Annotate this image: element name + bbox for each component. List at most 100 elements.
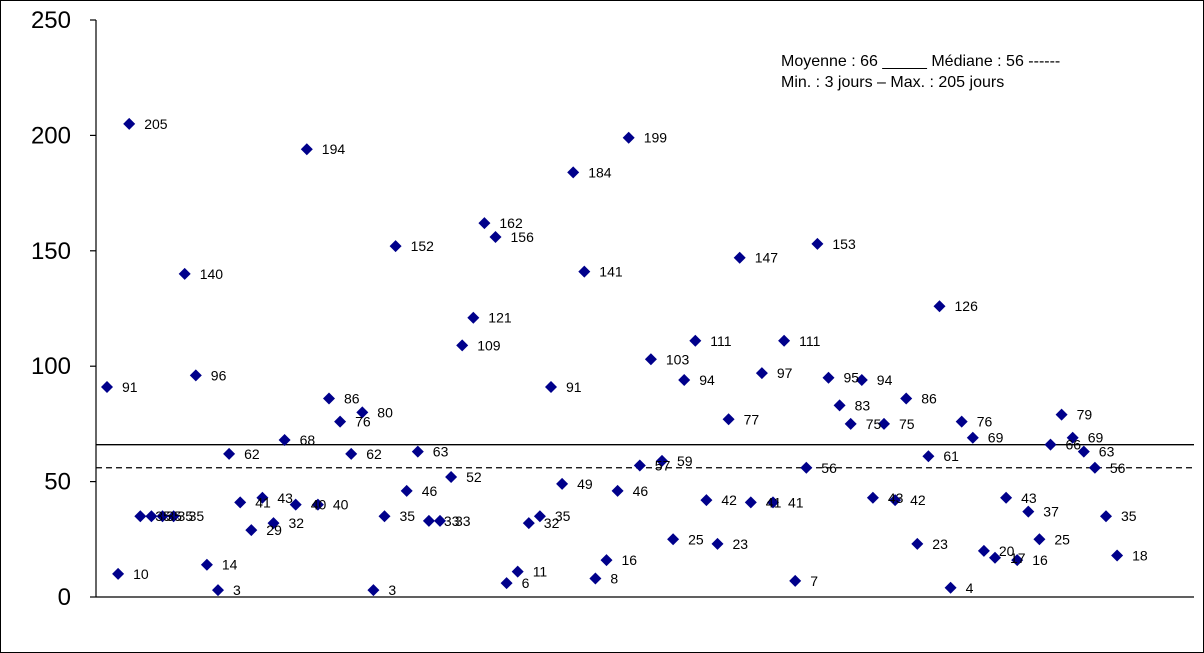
data-label: 69 <box>988 430 1004 446</box>
data-label: 43 <box>277 490 293 506</box>
data-point <box>700 494 713 507</box>
data-point <box>878 417 890 430</box>
data-label: 37 <box>1043 504 1059 520</box>
data-label: 41 <box>788 494 804 510</box>
data-label: 62 <box>244 446 260 462</box>
data-point <box>844 417 857 430</box>
data-label: 140 <box>200 266 224 282</box>
data-label: 35 <box>1121 508 1137 524</box>
data-label: 199 <box>644 130 668 146</box>
data-point <box>989 551 1001 564</box>
data-label: 68 <box>300 432 316 448</box>
data-point <box>622 131 635 144</box>
data-point <box>944 581 957 594</box>
y-tick-label: 200 <box>31 122 71 149</box>
data-point <box>1044 438 1057 451</box>
data-label: 46 <box>422 483 438 499</box>
data-point <box>822 371 835 384</box>
data-label: 10 <box>133 566 149 582</box>
data-point <box>1111 549 1124 562</box>
data-point <box>234 496 247 509</box>
data-point <box>911 537 924 550</box>
data-point <box>245 524 258 537</box>
data-point <box>434 514 446 527</box>
data-point <box>289 498 302 511</box>
data-label: 76 <box>355 414 371 430</box>
data-label: 8 <box>610 571 618 587</box>
data-label: 126 <box>955 298 979 314</box>
data-point <box>711 537 724 550</box>
data-label: 3 <box>233 582 241 598</box>
data-point <box>223 447 236 460</box>
data-label: 95 <box>844 370 860 386</box>
data-label: 7 <box>810 573 818 589</box>
data-label: 69 <box>1088 430 1104 446</box>
data-label: 109 <box>477 337 501 353</box>
data-label: 205 <box>144 116 168 132</box>
data-point <box>922 450 935 463</box>
data-label: 86 <box>344 391 360 407</box>
data-label: 16 <box>622 552 638 568</box>
data-label: 25 <box>1054 531 1070 547</box>
data-label: 156 <box>511 229 535 245</box>
data-point <box>667 533 680 546</box>
data-point <box>1011 554 1024 567</box>
data-point <box>855 374 868 387</box>
data-label: 75 <box>866 416 882 432</box>
data-point <box>156 510 169 523</box>
data-point <box>1066 431 1079 444</box>
data-label: 121 <box>488 310 512 326</box>
data-point <box>567 166 580 179</box>
data-point <box>456 339 469 352</box>
legend-line-stats: Moyenne : 66 _____ Médiane : 56 ------ <box>781 53 1061 70</box>
data-point <box>633 459 646 472</box>
data-points <box>101 117 1124 597</box>
y-tick-label: 50 <box>44 469 71 496</box>
data-label: 46 <box>633 483 649 499</box>
data-label: 49 <box>577 476 593 492</box>
data-point <box>600 554 613 567</box>
data-point <box>556 477 569 490</box>
data-label: 63 <box>1099 444 1115 460</box>
axes: 0 50 100 150 200 250 <box>31 7 1194 611</box>
data-label: 11 <box>533 564 548 580</box>
data-point <box>167 510 180 523</box>
data-point <box>545 380 557 393</box>
data-point <box>101 380 113 393</box>
data-label: 96 <box>211 367 227 383</box>
data-point <box>500 577 513 590</box>
data-point <box>722 413 735 426</box>
data-point <box>1088 461 1101 474</box>
data-label: 162 <box>499 215 523 231</box>
data-point <box>511 565 524 578</box>
data-label: 35 <box>155 508 171 524</box>
data-point <box>389 240 402 253</box>
data-label: 29 <box>266 522 282 538</box>
data-point <box>112 567 125 580</box>
data-point <box>589 572 602 585</box>
data-point <box>1022 505 1035 518</box>
data-label: 32 <box>544 515 560 531</box>
data-label: 6 <box>522 575 530 591</box>
data-label: 194 <box>322 141 346 157</box>
data-label: 77 <box>744 411 760 427</box>
data-point <box>733 251 746 264</box>
data-label: 56 <box>1110 460 1126 476</box>
data-point <box>800 461 813 474</box>
data-labels: 9110205353535351409614362412943326840194… <box>122 116 1148 598</box>
data-label: 91 <box>566 379 582 395</box>
data-label: 3 <box>388 582 396 598</box>
y-tick-label: 100 <box>31 353 71 380</box>
data-label: 33 <box>455 513 471 529</box>
data-point <box>323 392 335 405</box>
data-point <box>744 496 757 509</box>
data-label: 20 <box>999 543 1015 559</box>
data-label: 42 <box>910 492 926 508</box>
legend-line-range: Min. : 3 jours – Max. : 205 jours <box>781 74 1005 91</box>
data-label: 184 <box>588 164 612 180</box>
data-label: 43 <box>1021 490 1037 506</box>
data-label: 94 <box>699 372 715 388</box>
data-label: 35 <box>166 508 182 524</box>
data-point <box>334 415 347 428</box>
